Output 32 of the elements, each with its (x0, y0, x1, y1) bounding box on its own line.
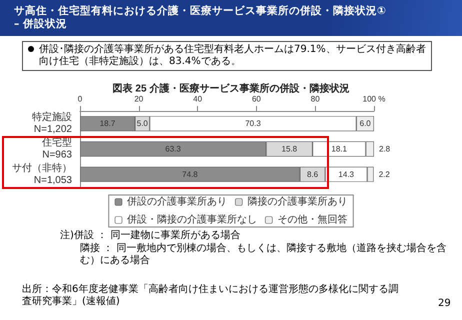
data-label: 74.8 (182, 170, 198, 179)
chart-subtitle: 図表 25 介護・医療サービス事業所の併設・隣接状況 (112, 82, 350, 94)
data-label: 63.3 (165, 144, 182, 154)
text: 注)併設 ： 同一建物に事業所がある場合 (60, 230, 240, 242)
data-label: 2.8 (379, 144, 391, 154)
x-tick-label: 60 (252, 94, 262, 104)
text: 出所：令和6年度老健事業「高齢者向け住まいにおける運営形態の多様化に関する調査研究事業」(速報値) (22, 284, 400, 308)
x-tick-label: 0 (78, 94, 83, 104)
legend-label: 併設の介護事業所あり (127, 196, 227, 208)
data-label: 18.7 (100, 119, 116, 128)
data-label: 70.3 (245, 119, 262, 128)
legend-label: 併設・隣接の介護事業所なし (127, 214, 257, 226)
chart-title: サ高住・住宅型有料における介護・医療サービス事業所の併設・隣接状況① – 併設状況 (0, 0, 462, 36)
x-tick-label: 80 (310, 94, 320, 104)
legend-label: その他・無回答 (277, 214, 348, 226)
data-label: 14.3 (338, 170, 355, 179)
data-label: 6.0 (360, 119, 372, 128)
data-label: 5.0 (136, 119, 148, 128)
text: 29 (438, 298, 451, 309)
data-label: 18.1 (331, 144, 348, 154)
data-label: 2.2 (378, 170, 390, 179)
text: 併設･隣接の介護等事業所がある住宅型有料老人ホームは79.1%、サービス付き高齢者向け住宅（非特定施設）は、83.4%である。 (39, 44, 426, 67)
y-tick-label: 特定施設 N=1,202 (32, 111, 72, 136)
x-tick-label: 40 (193, 94, 203, 104)
x-tick-label: 20 (134, 94, 144, 104)
x-tick-label: 100 % (362, 94, 386, 104)
y-tick-label: サ付（非特） N=1,053 (12, 162, 72, 186)
data-label: 15.8 (282, 144, 298, 154)
legend-label: 隣接の介護事業所あり (247, 196, 348, 208)
data-label: 8.6 (306, 170, 319, 179)
text: 隣接 ： 同一敷地内で別棟の場合、もしくは、隣接する敷地（道路を挟む場合を含む）にある場合 (80, 243, 448, 267)
y-tick-label: 住宅型 N=963 (42, 136, 72, 160)
